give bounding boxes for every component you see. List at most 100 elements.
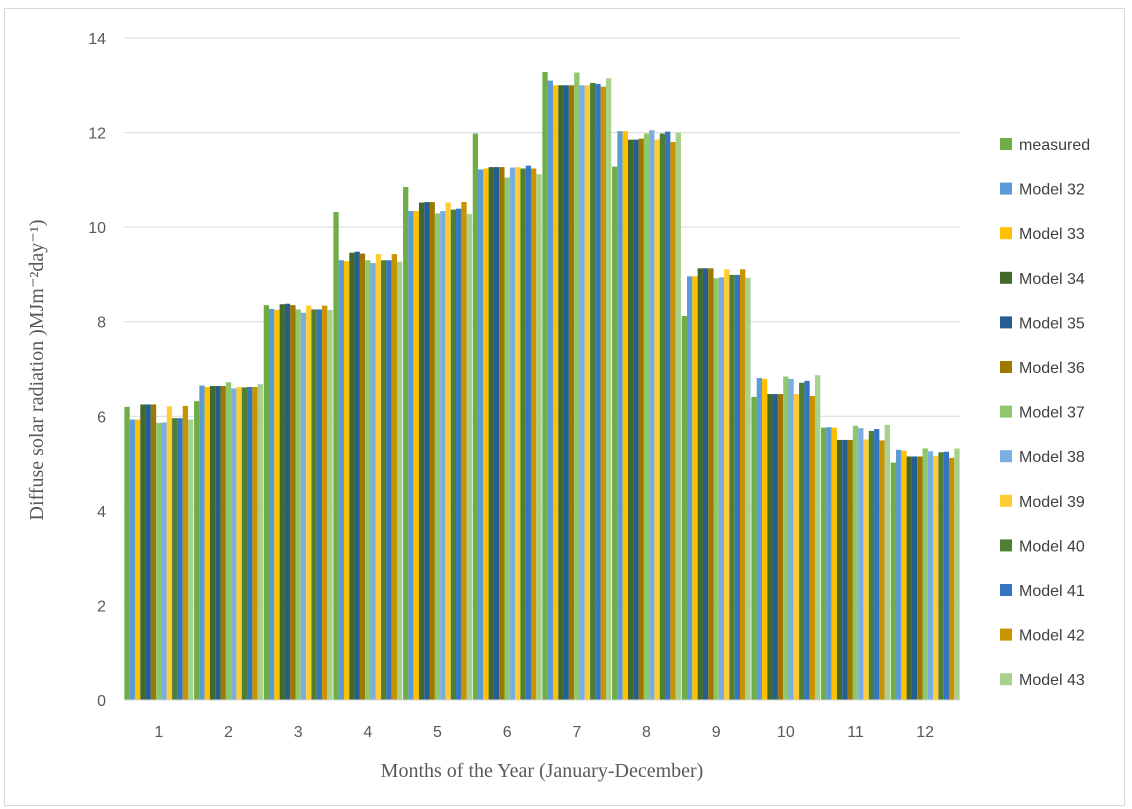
- bar-model-39-month-11: [863, 439, 869, 700]
- legend-swatch: [1000, 584, 1012, 596]
- bar-model-32-month-5: [408, 211, 414, 700]
- y-tick-label: 0: [97, 693, 106, 710]
- bar-model-34-month-12: [906, 456, 912, 700]
- bar-measured-month-8: [612, 166, 618, 701]
- bar-measured-month-9: [681, 316, 688, 700]
- bar-model-35-month-1: [145, 404, 151, 700]
- bar-model-41-month-2: [247, 386, 253, 700]
- bar-model-34-month-10: [767, 394, 773, 700]
- bar-model-39-month-10: [793, 394, 800, 700]
- bar-model-40-month-5: [450, 209, 457, 700]
- bar-model-34-month-4: [349, 252, 355, 701]
- y-tick-label: 6: [97, 409, 106, 426]
- bar-model-33-month-4: [343, 261, 350, 700]
- bar-model-36-month-9: [708, 268, 714, 700]
- bar-model-35-month-10: [772, 394, 778, 700]
- legend-label: measured: [1019, 137, 1090, 154]
- bar-model-40-month-1: [172, 418, 178, 700]
- bar-model-38-month-9: [718, 277, 725, 700]
- gridlines: [124, 37, 960, 606]
- legend: measured Model 32 Model 33 Model 34 Model 35…: [1000, 137, 1090, 689]
- bar-model-34-month-9: [697, 268, 703, 700]
- x-tick-label: 5: [433, 724, 442, 741]
- bar-model-35-month-8: [633, 139, 639, 700]
- bar-model-41-month-8: [665, 131, 671, 700]
- bar-model-42-month-11: [879, 440, 885, 700]
- bar-model-34-month-11: [836, 439, 843, 700]
- y-axis-title: Diffuse solar radiation )MJm⁻²day⁻¹): [26, 219, 48, 520]
- bar-model-35-month-12: [911, 456, 918, 700]
- bar-model-36-month-7: [568, 85, 575, 701]
- y-tick-label: 14: [88, 31, 106, 48]
- bar-model-35-month-2: [215, 386, 221, 700]
- legend-label: Model 36: [1019, 360, 1085, 377]
- legend-label: Model 41: [1019, 583, 1085, 600]
- bar-model-38-month-6: [509, 167, 516, 700]
- bar-model-41-month-1: [177, 418, 183, 700]
- bar-model-40-month-8: [659, 133, 666, 700]
- bar-model-37-month-11: [852, 425, 859, 700]
- bar-model-38-month-1: [161, 422, 167, 700]
- legend-swatch: [1000, 271, 1012, 284]
- legend-label: Model 34: [1019, 271, 1085, 288]
- x-tick-label: 9: [712, 724, 721, 741]
- x-tick-label: 10: [777, 724, 795, 741]
- bar-model-43-month-9: [745, 277, 751, 700]
- bar-model-32-month-11: [826, 427, 832, 700]
- legend-label: Model 32: [1019, 182, 1085, 199]
- bar-model-33-month-7: [552, 85, 559, 701]
- bar-model-42-month-6: [531, 168, 537, 701]
- bar-model-37-month-1: [156, 422, 162, 700]
- bar-model-37-month-6: [504, 177, 510, 700]
- bar-model-43-month-4: [396, 261, 403, 700]
- bar-model-43-month-5: [466, 213, 472, 700]
- bar-model-32-month-1: [129, 419, 135, 700]
- x-tick-label: 12: [916, 724, 934, 741]
- bar-model-42-month-5: [461, 202, 467, 700]
- bar-model-37-month-9: [713, 278, 719, 700]
- bar-model-41-month-7: [595, 83, 601, 701]
- bar-model-42-month-1: [182, 405, 188, 700]
- bar-model-33-month-5: [413, 211, 419, 700]
- bar-model-40-month-12: [938, 452, 944, 700]
- bar-model-42-month-9: [740, 269, 746, 700]
- bar-model-40-month-2: [241, 387, 248, 700]
- bar-model-41-month-11: [874, 429, 880, 700]
- legend-swatch: [1000, 361, 1012, 373]
- bar-model-36-month-1: [150, 404, 157, 700]
- bar-measured-month-6: [472, 133, 479, 700]
- bar-model-35-month-4: [354, 251, 360, 700]
- bar-model-39-month-4: [375, 254, 382, 701]
- chart-frame: [4, 8, 1125, 806]
- bar-model-39-month-8: [654, 139, 660, 700]
- bar-model-39-month-6: [515, 167, 521, 701]
- bar-model-36-month-12: [917, 456, 923, 700]
- bar-model-36-month-10: [777, 394, 784, 700]
- bar-model-41-month-3: [316, 309, 323, 700]
- bar-model-38-month-12: [927, 451, 934, 700]
- bar-measured-month-1: [124, 406, 130, 700]
- bar-model-42-month-4: [391, 254, 397, 701]
- bar-model-38-month-4: [370, 263, 376, 700]
- bars: [124, 72, 960, 701]
- x-tick-label: 1: [154, 724, 163, 741]
- bar-model-37-month-12: [922, 448, 928, 700]
- bar-model-43-month-1: [187, 419, 194, 700]
- bar-model-42-month-2: [252, 386, 258, 700]
- bar-model-34-month-6: [488, 167, 494, 701]
- bar-model-33-month-3: [274, 309, 280, 700]
- bar-model-35-month-9: [702, 268, 709, 700]
- bar-model-32-month-4: [338, 260, 344, 700]
- bar-model-42-month-7: [600, 86, 606, 700]
- bar-model-35-month-3: [284, 303, 291, 700]
- legend-label: Model 39: [1019, 494, 1085, 511]
- bar-model-38-month-7: [579, 85, 585, 701]
- bar-model-32-month-7: [547, 80, 553, 701]
- bar-model-32-month-12: [896, 449, 902, 700]
- bar-measured-month-5: [403, 186, 409, 700]
- bar-model-36-month-11: [847, 439, 853, 700]
- bar-model-43-month-11: [884, 424, 890, 700]
- y-axis-ticks: 0 2 4 6 8 10 12 14: [88, 31, 106, 710]
- bar-model-39-month-2: [236, 386, 242, 700]
